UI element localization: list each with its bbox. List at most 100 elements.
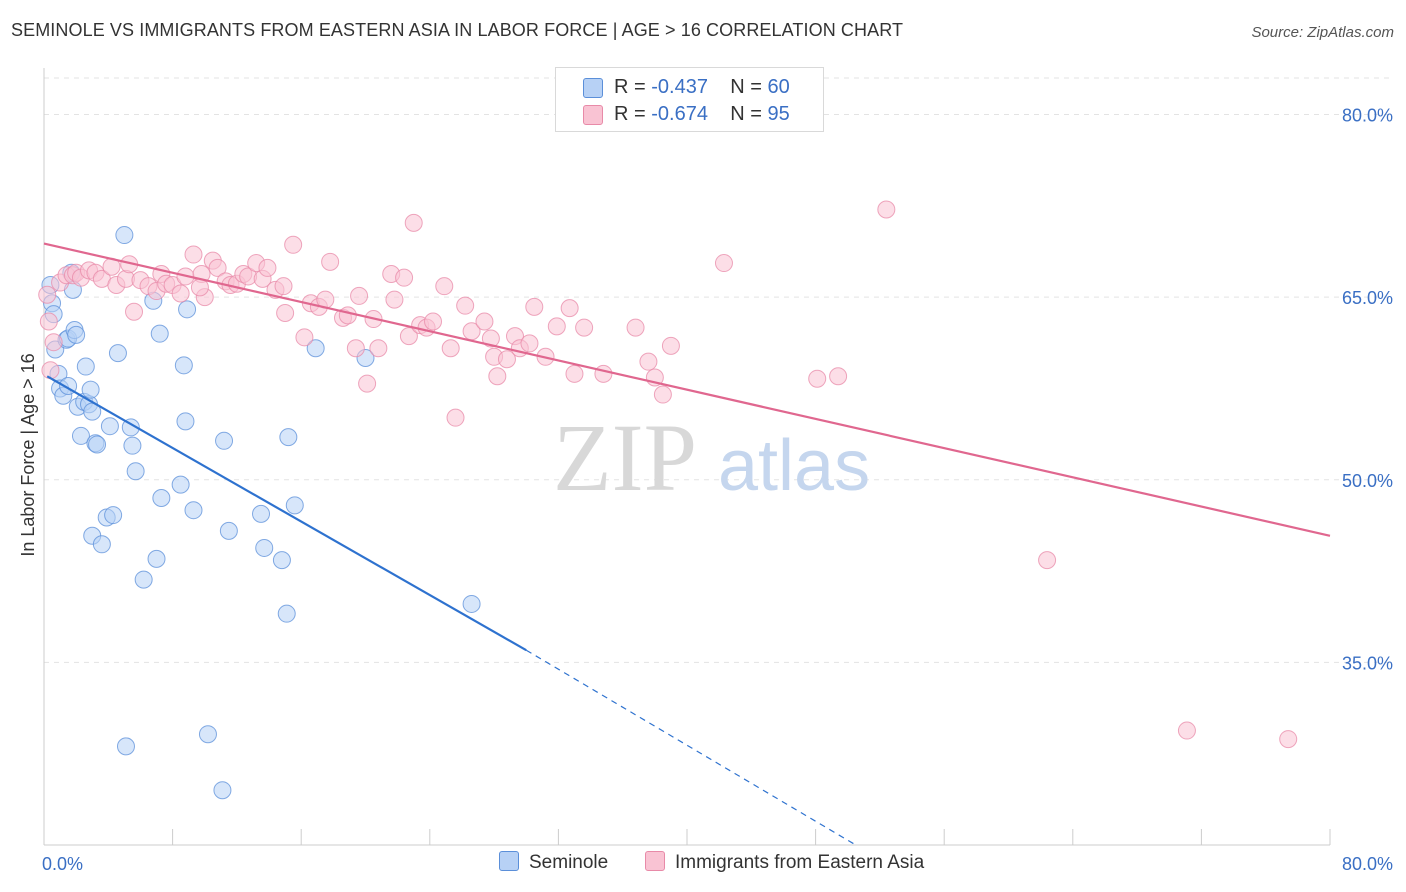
trend-lines: [43, 242, 1331, 846]
eastern-asia-point: [276, 303, 295, 322]
seminole-point: [255, 538, 274, 557]
eastern-asia-point: [808, 369, 827, 388]
legend-r-value: -0.437: [651, 76, 708, 98]
legend-n-value: 95: [767, 103, 790, 125]
seminole-point: [104, 506, 123, 525]
eastern-asia-point: [639, 352, 658, 371]
seminole-point: [213, 781, 232, 800]
source-label: Source: ZipAtlas.com: [1251, 24, 1394, 41]
seminole-point: [134, 570, 153, 589]
eastern-asia-point: [424, 312, 443, 331]
eastern-asia-point: [1279, 730, 1298, 749]
chart-title: SEMINOLE VS IMMIGRANTS FROM EASTERN ASIA…: [11, 20, 904, 40]
x-tick-label: 80.0%: [1342, 854, 1393, 874]
y-tick-labels: 35.0% 50.0% 65.0% 80.0%: [1342, 106, 1393, 674]
seminole-point: [171, 475, 190, 494]
seminole-point: [108, 344, 127, 363]
legend-r-value: -0.674: [651, 103, 708, 125]
eastern-asia-point: [456, 296, 475, 315]
seminole-point: [67, 325, 86, 344]
bottom-legend-swatch-seminole: [499, 851, 519, 871]
watermark: ZIP atlas: [553, 404, 870, 511]
stats-legend: R = -0.437 N = 60 R = -0.674 N = 95: [555, 67, 824, 132]
eastern-asia-point: [877, 200, 896, 219]
seminole-point: [150, 324, 169, 343]
eastern-asia-point: [435, 277, 454, 296]
seminole-point: [81, 380, 100, 399]
eastern-asia-point: [369, 339, 388, 358]
y-axis-label: In Labor Force | Age > 16: [18, 353, 38, 556]
seminole-point: [252, 504, 271, 523]
bottom-legend-label-eastern-asia: Immigrants from Eastern Asia: [675, 852, 925, 873]
eastern-asia-point: [284, 235, 303, 254]
eastern-asia-point: [395, 268, 414, 287]
seminole-point: [272, 551, 291, 570]
seminole-point: [116, 737, 135, 756]
seminole-point: [279, 428, 298, 447]
seminole-point: [306, 339, 325, 358]
bottom-legend-seminole: Seminole: [499, 851, 608, 874]
trend-line-seminole: [46, 375, 527, 652]
eastern-asia-point: [295, 328, 314, 347]
legend-swatch-eastern-asia: [583, 105, 603, 125]
eastern-asia-point: [441, 339, 460, 358]
eastern-asia-point: [475, 312, 494, 331]
seminole-point: [198, 725, 217, 744]
bottom-legend-label-seminole: Seminole: [529, 852, 609, 873]
eastern-asia-point: [39, 312, 58, 331]
gridlines: [44, 77, 1393, 663]
seminole-point: [285, 496, 304, 515]
bottom-legend-swatch-eastern-asia: [645, 851, 665, 871]
eastern-asia-point: [338, 306, 357, 325]
eastern-asia-point: [258, 258, 277, 277]
watermark-atlas: atlas: [718, 426, 870, 506]
seminole-point: [215, 431, 234, 450]
eastern-asia-point: [1177, 721, 1196, 740]
seminole-point: [76, 357, 95, 376]
eastern-asia-point: [575, 318, 594, 337]
eastern-asia-point: [321, 252, 340, 271]
legend-row-seminole: R = -0.437 N = 60: [556, 74, 823, 102]
eastern-asia-point: [547, 317, 566, 336]
eastern-asia-point: [125, 302, 144, 321]
eastern-asia-point: [1038, 551, 1057, 570]
seminole-point: [184, 501, 203, 520]
eastern-asia-point: [184, 245, 203, 264]
eastern-asia-point: [446, 408, 465, 427]
seminole-point: [115, 226, 134, 245]
seminole-point: [152, 489, 171, 508]
eastern-asia-point: [520, 334, 539, 353]
eastern-asia-point: [38, 285, 57, 304]
seminole-point: [178, 300, 197, 319]
eastern-asia-point: [44, 333, 63, 352]
eastern-asia-point: [565, 364, 584, 383]
eastern-asia-point: [626, 318, 645, 337]
seminole-point: [176, 412, 195, 431]
seminole-point: [219, 521, 238, 540]
legend-r-label: R =: [614, 103, 652, 125]
x-tick-labels: 0.0% 80.0%: [42, 854, 1393, 874]
seminole-point: [71, 426, 90, 445]
eastern-asia-point: [714, 254, 733, 273]
series-eastern-asia-points: [38, 200, 1298, 749]
eastern-asia-point: [653, 385, 672, 404]
trend-line-eastern-asia: [43, 242, 1331, 537]
eastern-asia-point: [41, 361, 60, 380]
eastern-asia-point: [358, 374, 377, 393]
y-tick-label: 50.0%: [1342, 471, 1393, 491]
eastern-asia-point: [404, 213, 423, 232]
seminole-point: [126, 462, 145, 481]
eastern-asia-point: [560, 299, 579, 318]
bottom-legend-eastern-asia: Immigrants from Eastern Asia: [645, 851, 924, 874]
watermark-zip: ZIP: [553, 404, 697, 511]
seminole-point: [277, 604, 296, 623]
eastern-asia-point: [346, 339, 365, 358]
y-tick-label: 80.0%: [1342, 106, 1393, 126]
y-tick-label: 35.0%: [1342, 653, 1393, 673]
seminole-point: [123, 436, 142, 455]
legend-n-label: N =: [730, 76, 768, 98]
x-tick-label: 0.0%: [42, 854, 83, 874]
series-seminole-points: [41, 226, 481, 800]
legend-n-label: N =: [730, 103, 768, 125]
